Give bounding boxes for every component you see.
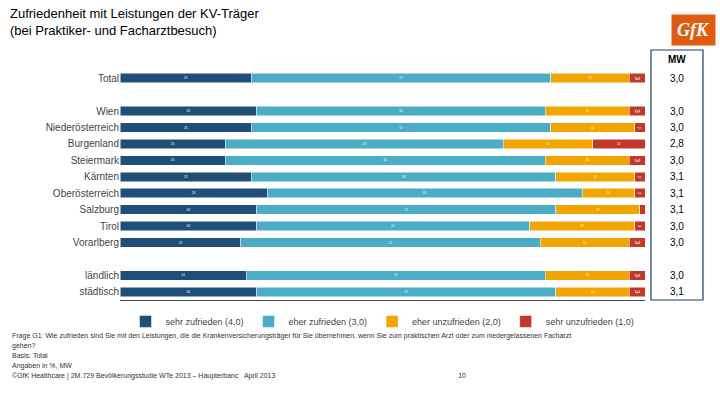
svg-text:3,0: 3,0 (670, 122, 684, 133)
svg-text:3,1: 3,1 (670, 204, 684, 215)
svg-text:28: 28 (192, 191, 196, 195)
svg-text:57: 57 (404, 208, 408, 212)
svg-text:26: 26 (186, 224, 190, 228)
svg-text:3: 3 (634, 274, 641, 278)
svg-text:57: 57 (399, 126, 403, 130)
svg-text:3,0: 3,0 (670, 106, 684, 117)
svg-text:Tirol: Tirol (100, 221, 119, 232)
svg-text:Kärnten: Kärnten (84, 171, 119, 182)
svg-text:10: 10 (606, 191, 610, 195)
svg-text:15: 15 (588, 76, 592, 80)
svg-text:eher zufrieden (3,0): eher zufrieden (3,0) (289, 317, 368, 327)
svg-text:Frage G1: Wie zufrieden sind S: Frage G1: Wie zufrieden sind Sie mit den… (12, 332, 571, 340)
svg-text:Steiermark: Steiermark (71, 155, 120, 166)
svg-text:Oberösterreich: Oberösterreich (53, 188, 119, 199)
svg-text:16: 16 (585, 109, 589, 113)
svg-text:2: 2 (637, 192, 642, 195)
svg-text:16: 16 (585, 158, 589, 162)
svg-text:3,0: 3,0 (670, 270, 684, 281)
svg-text:Vorarlberg: Vorarlberg (73, 237, 119, 248)
svg-text:25: 25 (184, 76, 188, 80)
svg-text:Niederösterreich: Niederösterreich (46, 122, 119, 133)
svg-text:57: 57 (399, 76, 403, 80)
svg-text:15: 15 (593, 175, 597, 179)
svg-text:gehen?: gehen? (12, 342, 35, 350)
svg-text:2,8: 2,8 (670, 138, 684, 149)
svg-text:3,1: 3,1 (670, 286, 684, 297)
svg-text:3,0: 3,0 (670, 73, 684, 84)
svg-text:60: 60 (423, 191, 427, 195)
svg-text:26: 26 (186, 290, 190, 294)
svg-text:61: 61 (383, 158, 387, 162)
svg-text:25: 25 (184, 126, 188, 130)
svg-text:25: 25 (184, 175, 188, 179)
svg-text:3: 3 (634, 241, 641, 245)
svg-text:53: 53 (362, 142, 366, 146)
svg-text:Zufriedenheit mit Leistungen d: Zufriedenheit mit Leistungen der KV-Träg… (10, 6, 259, 38)
svg-text:ländlich: ländlich (85, 270, 119, 281)
svg-text:sehr unzufrieden (1,0): sehr unzufrieden (1,0) (546, 317, 634, 327)
svg-text:55: 55 (399, 109, 403, 113)
svg-text:3: 3 (634, 159, 641, 163)
svg-text:20: 20 (580, 224, 584, 228)
svg-text:57: 57 (394, 273, 398, 277)
svg-text:20: 20 (171, 158, 175, 162)
svg-text:2: 2 (637, 126, 642, 129)
svg-text:52: 52 (391, 224, 395, 228)
svg-text:3: 3 (634, 109, 641, 113)
svg-text:26: 26 (186, 109, 190, 113)
svg-text:16: 16 (591, 126, 595, 130)
svg-text:3,0: 3,0 (670, 155, 684, 166)
svg-text:58: 58 (402, 175, 406, 179)
svg-text:Salzburg: Salzburg (80, 204, 119, 215)
svg-text:3: 3 (634, 76, 641, 80)
svg-text:eher unzufrieden (2,0): eher unzufrieden (2,0) (412, 317, 501, 327)
svg-text:10: 10 (617, 142, 621, 146)
svg-text:14: 14 (591, 290, 595, 294)
svg-text:2: 2 (637, 225, 642, 228)
svg-text:24: 24 (181, 273, 185, 277)
svg-text:57: 57 (389, 241, 393, 245)
svg-text:3,1: 3,1 (670, 171, 684, 182)
svg-text:3,1: 3,1 (670, 188, 684, 199)
svg-text:2: 2 (637, 176, 642, 179)
svg-text:26: 26 (186, 208, 190, 212)
svg-text:MW: MW (668, 54, 686, 65)
svg-text:17: 17 (546, 142, 550, 146)
svg-text:sehr zufrieden (4,0): sehr zufrieden (4,0) (166, 317, 244, 327)
svg-text:GfK: GfK (677, 20, 710, 40)
svg-text:Basis: Total: Basis: Total (12, 352, 48, 359)
svg-text:Angaben in %, MW: Angaben in %, MW (12, 362, 72, 370)
svg-text:16: 16 (596, 208, 600, 212)
svg-text:Wien: Wien (96, 106, 119, 117)
svg-text:3,0: 3,0 (670, 237, 684, 248)
svg-text:3,0: 3,0 (670, 221, 684, 232)
svg-text:©GfK Healthcare | 2M.729 Bevöl: ©GfK Healthcare | 2M.729 Bevölkerungsstu… (12, 372, 466, 380)
svg-text:Total: Total (98, 73, 119, 84)
svg-text:23: 23 (179, 241, 183, 245)
svg-text:57: 57 (404, 290, 408, 294)
svg-text:3: 3 (634, 290, 641, 294)
svg-text:20: 20 (171, 142, 175, 146)
svg-text:17: 17 (583, 241, 587, 245)
svg-text:städtisch: städtisch (80, 286, 119, 297)
svg-text:16: 16 (585, 273, 589, 277)
svg-text:Burgenland: Burgenland (68, 138, 119, 149)
